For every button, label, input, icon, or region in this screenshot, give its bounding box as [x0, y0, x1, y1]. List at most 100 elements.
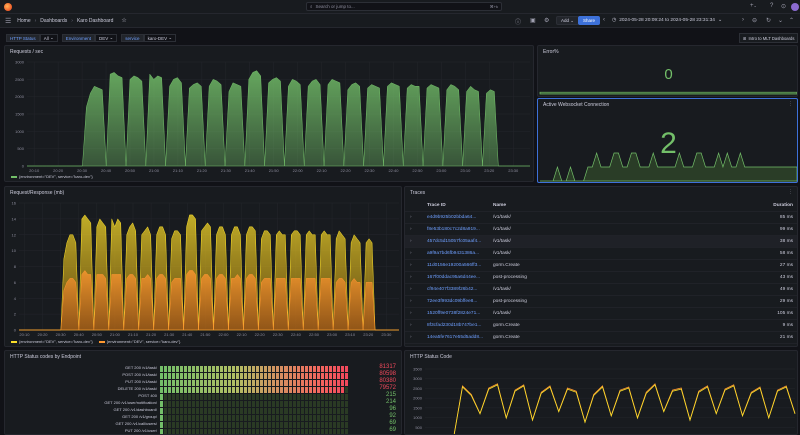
expand-row-chevron-icon[interactable]: ›: [410, 275, 412, 280]
expand-row-chevron-icon[interactable]: ›: [410, 311, 412, 316]
trace-id-link[interactable]: a9f9a7bd6fb9431386a...: [427, 251, 480, 256]
column-header-trace-id[interactable]: Trace ID: [427, 203, 446, 208]
refresh-icon[interactable]: ↻: [766, 18, 772, 24]
variable-select-service[interactable]: karo-DEV ⌄: [143, 34, 177, 42]
endpoint-label: GET 200 /v1/user/notification/: [104, 400, 157, 405]
endpoint-label: GET 200 /v1/call/users/: [115, 421, 158, 426]
trace-id-link[interactable]: f8e53b180c7c2d8a919...: [427, 227, 480, 232]
trace-id-link[interactable]: 167f00ddac95a6d44ee...: [427, 275, 481, 280]
expand-row-chevron-icon[interactable]: ›: [410, 299, 412, 304]
breadcrumb-home[interactable]: Home: [17, 17, 31, 24]
share-button[interactable]: Share: [578, 16, 601, 25]
panel-active-websocket: Active Websocket Connection ⋮ 2: [537, 98, 798, 183]
table-row[interactable]: › 14ea5fe7617e55d5add8... gorm.Create 21 ms: [405, 332, 797, 344]
expand-row-chevron-icon[interactable]: ›: [410, 287, 412, 292]
trace-id-link[interactable]: 11d0156e19200a566ff3...: [427, 263, 482, 268]
trace-duration: 105 ms: [777, 311, 793, 316]
expand-row-chevron-icon[interactable]: ›: [410, 335, 412, 340]
refresh-interval-chevron-icon[interactable]: ⌄: [778, 18, 784, 24]
status-code-chart[interactable]: 0500100015002000250030003500: [405, 351, 798, 435]
requests-chart[interactable]: 0 500 1000 1500 2000 2500 3000 20:10 20:20 20:30 2…: [5, 46, 534, 182]
x-tick-label: 22:40: [291, 332, 302, 337]
endpoint-label: GET 200 /v1/dashboard/: [113, 407, 157, 412]
zoom-out-icon[interactable]: ⊖: [752, 18, 758, 24]
trace-id-link[interactable]: e4d9b925b02bbda64...: [427, 215, 477, 220]
table-row[interactable]: › cf94e407f3389f26b42... /v1/task/49 ms: [405, 284, 797, 296]
trace-duration: 99 ms: [779, 227, 793, 232]
endpoint-bar-gauge[interactable]: [160, 365, 348, 372]
trace-duration: 85 ms: [779, 215, 793, 220]
legend-item[interactable]: {environment="DEV", service="karo-dev"}: [106, 339, 181, 344]
settings-icon[interactable]: ⚙: [544, 18, 550, 24]
table-row[interactable]: › 167f00ddac95a6d44ee... post-processing 43…: [405, 272, 797, 284]
table-row[interactable]: › 11d0156e19200a566ff3... gorm.Create 27 ms: [405, 260, 797, 272]
breadcrumb-dashboards[interactable]: Dashboards: [40, 17, 68, 24]
endpoint-bar-gauge[interactable]: [160, 372, 348, 379]
endpoint-label: GET 200 /v1/group/: [122, 414, 157, 419]
table-row[interactable]: › e4d9b925b02bbda64... /v1/task/85 ms: [405, 212, 797, 224]
trace-id-link[interactable]: 457dc5d15057fc05aaf4...: [427, 239, 482, 244]
intro-mlt-link[interactable]: ⊞ Intro to MLT Dashboards: [739, 33, 799, 43]
table-row[interactable]: › a9f9a7bd6fb9431386a... /v1/task/58 ms: [405, 248, 797, 260]
expand-row-chevron-icon[interactable]: ›: [410, 227, 412, 232]
x-tick-label: 22:50: [309, 332, 320, 337]
trace-id-link[interactable]: cf94e407f3389f26b42...: [427, 287, 478, 292]
legend-item[interactable]: {environment="DEV", service="karo-dev"}: [11, 174, 93, 179]
table-row[interactable]: › 1520ff9e0738f2824e71... /v1/task/105 ms: [405, 308, 797, 320]
table-row[interactable]: › 457dc5d15057fc05aaf4... /v1/task/38 ms: [405, 236, 797, 248]
panel-menu-icon[interactable]: ⋮: [788, 189, 793, 195]
info-icon[interactable]: ⓘ: [515, 20, 522, 26]
y-tick-label: 0: [22, 164, 25, 169]
trace-id-link[interactable]: 8f3cfad230d18b747be1...: [427, 323, 482, 328]
trace-id-link[interactable]: 72ee3f993dc09bffee8...: [427, 299, 478, 304]
trace-id-link[interactable]: 1520ff9e0738f2824e71...: [427, 311, 481, 316]
endpoint-label: DELETE 200 /v1/task/: [117, 386, 157, 391]
save-icon[interactable]: ▣: [530, 18, 536, 24]
endpoint-label: PUT 200 /v1/user/: [124, 428, 157, 433]
endpoint-bar-gauge[interactable]: [160, 421, 348, 428]
expand-row-chevron-icon[interactable]: ›: [410, 215, 412, 220]
panel-menu-icon[interactable]: ⋮: [788, 101, 793, 107]
endpoint-bar-gauge[interactable]: [160, 386, 348, 393]
x-tick-label: 23:00: [436, 168, 447, 173]
x-tick-label: 22:20: [255, 332, 266, 337]
x-tick-label: 21:40: [182, 332, 193, 337]
add-button[interactable]: Add ⌄: [556, 16, 580, 25]
x-tick-label: 23:00: [327, 332, 338, 337]
table-row[interactable]: › 72ee3f993dc09bffee8... post-processing 29…: [405, 296, 797, 308]
request-response-chart[interactable]: 0 2 4 6 8 10 12 14 16 20:10 20:20 20:30 20:40 20:50 21…: [5, 187, 402, 347]
endpoint-bar-gauge[interactable]: [160, 393, 348, 400]
table-row[interactable]: › f8e53b180c7c2d8a919... /v1/task/99 ms: [405, 224, 797, 236]
search-input[interactable]: ⌕ Search or jump to... ⌘+k: [306, 2, 502, 11]
expand-row-chevron-icon[interactable]: ›: [410, 251, 412, 256]
table-header: Trace ID Name Duration: [405, 200, 797, 212]
variable-select-http-status[interactable]: All ⌄: [39, 34, 58, 42]
plus-icon[interactable]: +⌄: [750, 3, 757, 9]
help-icon[interactable]: ?: [770, 3, 774, 9]
column-header-name[interactable]: Name: [493, 203, 507, 208]
column-header-duration[interactable]: Duration: [773, 203, 793, 208]
variable-select-environment[interactable]: DEV ⌄: [95, 34, 118, 42]
time-forward-icon[interactable]: ›: [742, 17, 744, 23]
table-row[interactable]: › 8f3cfad230d18b747be1... gorm.Create 9 ms: [405, 320, 797, 332]
news-icon[interactable]: ⊙: [781, 4, 787, 10]
time-back-icon[interactable]: ‹: [603, 17, 605, 23]
expand-row-chevron-icon[interactable]: ›: [410, 263, 412, 268]
endpoint-bar-gauge[interactable]: [160, 428, 348, 434]
time-range-picker[interactable]: ◷ 2024-05-28 20:09:24 to 2024-05-28 23:3…: [612, 18, 722, 23]
x-tick-label: 20:50: [125, 168, 136, 173]
avatar[interactable]: [791, 3, 799, 11]
grafana-logo-icon[interactable]: [4, 2, 12, 11]
y-tick-label: 2500: [15, 77, 25, 82]
trace-id-link[interactable]: 14ea5fe7617e55d5add8...: [427, 335, 484, 340]
endpoint-bar-gauge[interactable]: [160, 400, 348, 407]
expand-row-chevron-icon[interactable]: ›: [410, 323, 412, 328]
menu-icon[interactable]: ☰: [5, 17, 12, 25]
endpoint-bar-gauge[interactable]: [160, 379, 348, 386]
endpoint-bar-gauge[interactable]: [160, 407, 348, 414]
star-icon[interactable]: ☆: [121, 18, 127, 24]
expand-row-chevron-icon[interactable]: ›: [410, 239, 412, 244]
collapse-icon[interactable]: ⌃: [789, 18, 795, 24]
legend-item[interactable]: {environment="DEV", service="karo-dev"}: [19, 339, 93, 344]
endpoint-bar-gauge[interactable]: [160, 414, 348, 421]
